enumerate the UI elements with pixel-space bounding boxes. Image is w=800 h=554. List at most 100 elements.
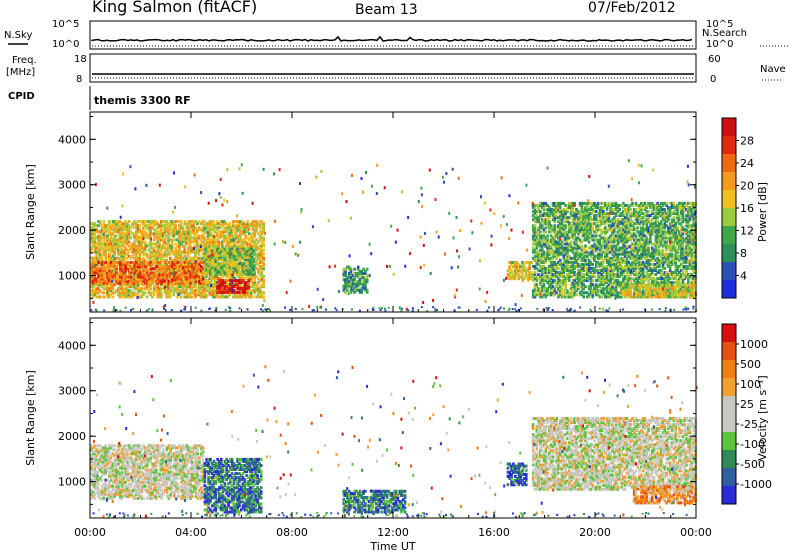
power-cell bbox=[533, 277, 537, 281]
power-cell bbox=[172, 232, 176, 236]
power-cell bbox=[260, 232, 264, 236]
power-cell bbox=[551, 218, 555, 222]
power-cell bbox=[260, 260, 264, 264]
power-cell bbox=[169, 226, 172, 230]
power-cell bbox=[540, 206, 544, 209]
power-cell bbox=[530, 261, 533, 264]
power-cell bbox=[622, 277, 625, 281]
power-cell bbox=[167, 236, 170, 240]
power-cell bbox=[616, 258, 620, 262]
power-cell bbox=[246, 260, 250, 263]
power-cell bbox=[178, 291, 181, 295]
power-cell bbox=[165, 293, 168, 297]
power-cell bbox=[97, 291, 100, 295]
power-cell bbox=[216, 290, 219, 294]
nsky-label: N.Sky bbox=[4, 30, 32, 41]
power-cell bbox=[228, 285, 231, 289]
power-cell bbox=[129, 236, 133, 240]
power-cell bbox=[133, 277, 136, 281]
power-cell bbox=[567, 228, 571, 232]
power-cell bbox=[174, 230, 177, 234]
power-cell bbox=[160, 250, 163, 254]
power-cell bbox=[542, 254, 546, 258]
power-cell bbox=[209, 251, 212, 255]
power-cell bbox=[218, 281, 221, 285]
power-cell bbox=[255, 266, 258, 270]
power-cell bbox=[142, 283, 145, 287]
power-cell bbox=[203, 291, 206, 295]
power-cell bbox=[595, 216, 598, 220]
power-cell bbox=[557, 244, 560, 248]
power-cell bbox=[555, 242, 558, 246]
power-cell bbox=[598, 252, 602, 256]
power-cell bbox=[196, 230, 199, 234]
power-cell bbox=[172, 277, 176, 281]
power-cell bbox=[122, 263, 126, 267]
power-cell bbox=[622, 238, 625, 242]
power-cell bbox=[142, 263, 145, 267]
power-cell bbox=[555, 254, 558, 258]
power-cell bbox=[351, 284, 355, 288]
power-cell bbox=[558, 230, 562, 234]
power-cell bbox=[530, 277, 533, 281]
power-cell bbox=[253, 279, 256, 283]
power-cell bbox=[562, 264, 566, 268]
power-cell bbox=[133, 273, 136, 276]
power-cell bbox=[589, 281, 593, 285]
power-cell bbox=[546, 240, 549, 244]
power-cell bbox=[607, 291, 611, 295]
power-cell bbox=[557, 248, 560, 252]
power-cell bbox=[206, 289, 210, 293]
power-cell bbox=[240, 277, 244, 281]
power-cell bbox=[97, 289, 100, 293]
power-cell bbox=[257, 285, 260, 289]
power-cell bbox=[142, 250, 145, 254]
power-cell bbox=[124, 238, 127, 242]
power-cell bbox=[216, 264, 219, 268]
power-cell bbox=[602, 222, 605, 226]
power-cell bbox=[622, 242, 625, 246]
power-cell bbox=[551, 238, 555, 242]
power-cell bbox=[575, 220, 578, 224]
power-cell bbox=[602, 201, 605, 205]
power-cell bbox=[531, 226, 535, 230]
power-cell bbox=[245, 270, 248, 274]
power-cell bbox=[618, 248, 621, 252]
power-cell bbox=[181, 250, 185, 254]
power-cell bbox=[143, 273, 147, 276]
power-cell bbox=[90, 240, 93, 244]
power-cell bbox=[351, 282, 355, 286]
power-cell bbox=[160, 260, 163, 264]
power-cell bbox=[623, 224, 627, 228]
power-cell bbox=[251, 289, 255, 293]
power-cell bbox=[616, 260, 620, 264]
power-cell bbox=[156, 281, 160, 285]
power-cell bbox=[578, 222, 582, 226]
power-cell bbox=[136, 289, 140, 293]
power-cell bbox=[553, 201, 557, 205]
power-cell bbox=[106, 271, 109, 275]
power-cell bbox=[589, 236, 593, 240]
power-cell bbox=[544, 266, 548, 270]
power-cell bbox=[558, 293, 562, 297]
power-cell bbox=[616, 256, 620, 260]
power-cell bbox=[122, 240, 125, 244]
power-cell bbox=[131, 277, 134, 281]
power-cell bbox=[609, 291, 612, 295]
power-cell bbox=[593, 242, 596, 246]
power-cell bbox=[219, 236, 222, 240]
power-cell bbox=[558, 262, 562, 266]
power-cell bbox=[203, 289, 206, 293]
power-cell bbox=[95, 289, 98, 293]
power-cell bbox=[235, 226, 239, 230]
power-cell bbox=[521, 265, 524, 269]
power-cell bbox=[140, 262, 143, 266]
power-cell bbox=[533, 234, 537, 238]
power-cell bbox=[578, 291, 582, 295]
power-cell bbox=[540, 287, 544, 291]
power-cell bbox=[208, 287, 212, 291]
power-cell bbox=[227, 286, 230, 290]
power-cell bbox=[183, 295, 186, 299]
power-cell bbox=[533, 254, 537, 258]
power-cell bbox=[622, 281, 625, 285]
